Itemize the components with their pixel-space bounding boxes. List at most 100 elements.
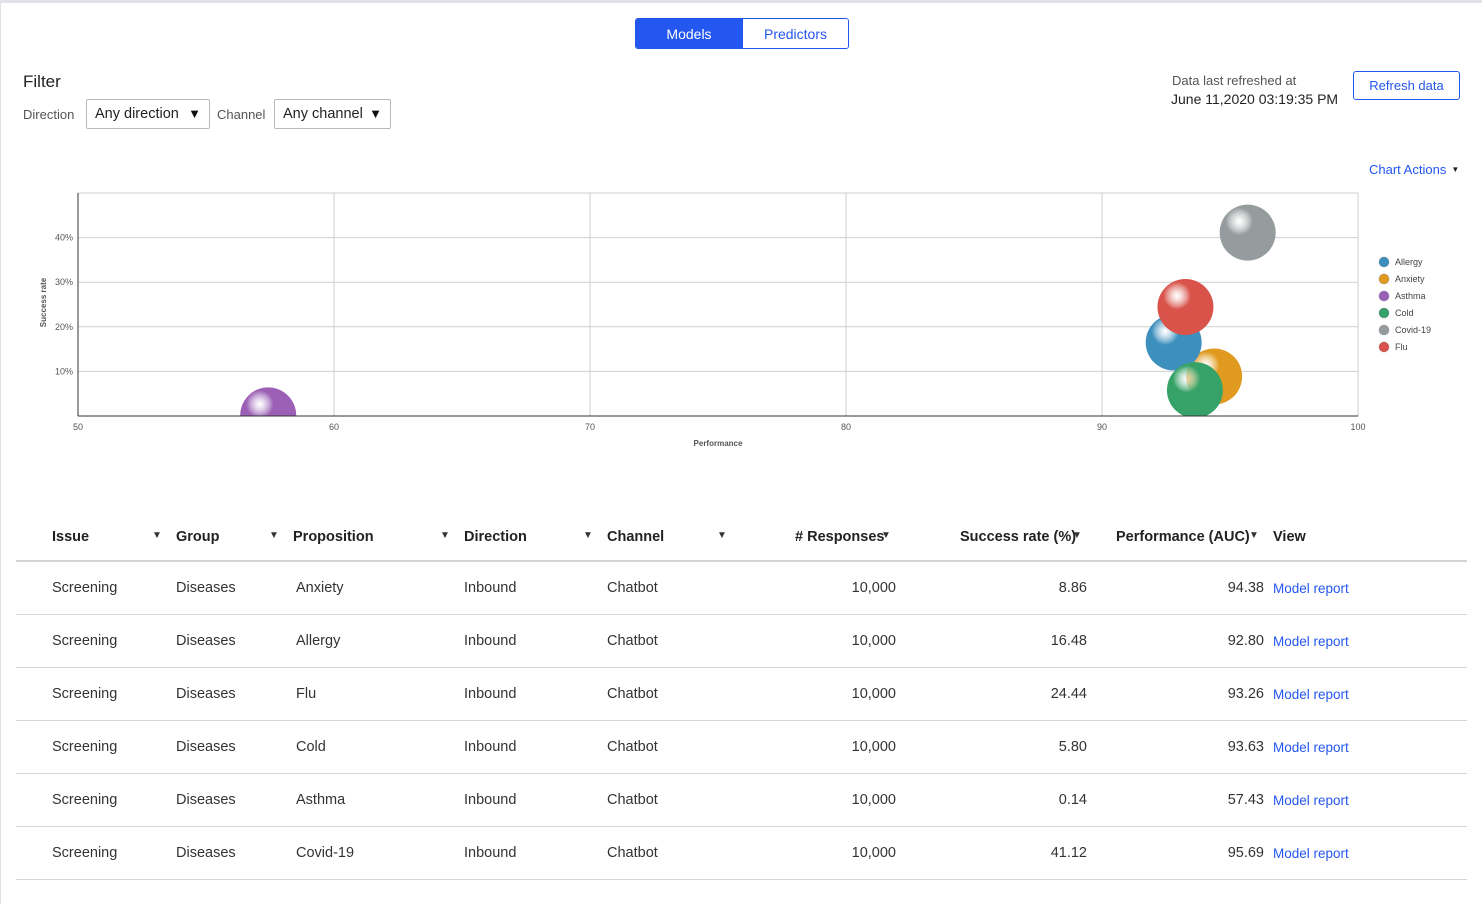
model-report-link[interactable]: Model report [1273, 634, 1349, 649]
filter-icon[interactable]: ▼ [1249, 530, 1259, 541]
refresh-timestamp: June 11,2020 03:19:35 PM [1171, 91, 1339, 107]
legend-label[interactable]: Flu [1395, 342, 1408, 352]
cell-responses: 10,000 [851, 739, 896, 755]
cell-direction: Inbound [464, 686, 517, 702]
y-tick-label: 30% [55, 277, 73, 287]
bubble-covid-19[interactable] [1219, 204, 1276, 261]
col-direction[interactable]: Direction [464, 529, 527, 545]
cell-responses: 10,000 [851, 580, 896, 596]
legend-label[interactable]: Allergy [1395, 257, 1423, 267]
legend-marker [1378, 341, 1390, 353]
filter-icon[interactable]: ▼ [152, 530, 162, 541]
cell-channel: Chatbot [607, 845, 658, 861]
cell-responses: 10,000 [851, 686, 896, 702]
col-channel[interactable]: Channel [607, 529, 665, 545]
x-tick-label: 80 [841, 422, 851, 432]
legend-marker [1378, 256, 1390, 268]
cell-proposition: Covid-19 [296, 845, 355, 861]
cell-performance: 92.80 [1227, 633, 1264, 649]
model-report-link[interactable]: Model report [1273, 740, 1349, 755]
cell-responses: 10,000 [851, 633, 896, 649]
col-performance[interactable]: Performance (AUC) [1116, 529, 1250, 545]
cell-proposition: Allergy [296, 633, 341, 649]
filter-icon[interactable]: ▼ [440, 530, 450, 541]
col-group[interactable]: Group [176, 529, 220, 545]
model-report-link[interactable]: Model report [1273, 793, 1349, 808]
x-tick-label: 50 [73, 422, 83, 432]
filter-title: Filter [23, 72, 61, 91]
view-toggle: Models Predictors [635, 18, 849, 49]
filter-icon[interactable]: ▼ [583, 530, 593, 541]
filter-icon[interactable]: ▼ [717, 530, 727, 541]
col-responses[interactable]: # Responses [795, 529, 885, 545]
filter-icon[interactable]: ▼ [881, 530, 891, 541]
chart-legend: Allergy Anxiety Asthma Cold Covid-19 Flu [1378, 256, 1431, 353]
bubble-chart: 50 60 70 80 90 100 10% 20% 30% 40% Performance Succ… [39, 192, 1431, 448]
cell-proposition: Flu [296, 686, 317, 702]
legend-marker [1378, 307, 1390, 319]
cell-channel: Chatbot [607, 633, 658, 649]
model-report-link[interactable]: Model report [1273, 581, 1349, 596]
refresh-data-button[interactable]: Refresh data [1353, 71, 1460, 100]
col-success-rate[interactable]: Success rate (%) [960, 529, 1077, 545]
channel-value: Any channel [283, 106, 363, 122]
y-axis-title: Success rate [39, 277, 48, 327]
model-report-link[interactable]: Model report [1273, 846, 1349, 861]
filter-icon[interactable]: ▼ [1072, 530, 1082, 541]
filter-icon[interactable]: ▼ [269, 530, 279, 541]
cell-performance: 93.63 [1227, 739, 1264, 755]
chart-bubbles [240, 204, 1276, 443]
chart-actions-menu[interactable]: Chart Actions ▼ [1369, 162, 1459, 177]
cell-issue: Screening [52, 633, 118, 649]
table-row: Screening Diseases Asthma Inbound Chatbot 10,… [16, 774, 1467, 827]
direction-label: Direction [23, 107, 75, 122]
channel-label: Channel [217, 107, 266, 122]
cell-issue: Screening [52, 739, 118, 755]
cell-channel: Chatbot [607, 792, 658, 808]
bubble-cold[interactable] [1166, 362, 1223, 418]
legend-marker [1378, 324, 1390, 336]
cell-direction: Inbound [464, 580, 517, 596]
bubble-asthma[interactable] [240, 387, 297, 443]
cell-issue: Screening [52, 686, 118, 702]
cell-issue: Screening [52, 845, 118, 861]
model-report-link[interactable]: Model report [1273, 687, 1349, 702]
y-tick-label: 10% [55, 366, 73, 376]
caret-down-icon: ▼ [1451, 165, 1460, 174]
bubble-flu[interactable] [1157, 278, 1214, 335]
cell-success-rate: 8.86 [1058, 580, 1087, 596]
cell-performance: 94.38 [1227, 580, 1264, 596]
cell-performance: 93.26 [1227, 686, 1264, 702]
table-body: Screening Diseases Anxiety Inbound Chatbot 10… [16, 562, 1467, 880]
cell-group: Diseases [176, 739, 236, 755]
cell-performance: 57.43 [1227, 792, 1264, 808]
chart-axes: 50 60 70 80 90 100 10% 20% 30% 40% Performance Succ… [39, 193, 1366, 448]
col-view: View [1273, 529, 1306, 545]
x-tick-label: 100 [1350, 422, 1365, 432]
cell-group: Diseases [176, 686, 236, 702]
legend-label[interactable]: Covid-19 [1395, 325, 1431, 335]
predictors-tab[interactable]: Predictors [742, 19, 848, 48]
chart-grid [77, 192, 1359, 417]
legend-label[interactable]: Anxiety [1395, 274, 1425, 284]
cell-direction: Inbound [464, 633, 517, 649]
direction-dropdown[interactable]: Any direction ▼ [86, 99, 210, 129]
cell-success-rate: 5.80 [1058, 739, 1087, 755]
legend-label[interactable]: Asthma [1395, 291, 1426, 301]
x-axis-title: Performance [694, 439, 743, 448]
y-tick-label: 20% [55, 322, 73, 332]
legend-label[interactable]: Cold [1395, 308, 1414, 318]
table-row: Screening Diseases Anxiety Inbound Chatbot 10… [16, 562, 1467, 615]
top-border [0, 0, 1482, 3]
models-tab[interactable]: Models [636, 19, 742, 48]
cell-performance: 95.69 [1227, 845, 1264, 861]
direction-value: Any direction [95, 106, 179, 122]
cell-channel: Chatbot [607, 686, 658, 702]
channel-dropdown[interactable]: Any channel ▼ [274, 99, 391, 129]
cell-proposition: Anxiety [296, 580, 344, 596]
col-issue[interactable]: Issue [52, 529, 90, 545]
caret-down-icon: ▼ [188, 106, 201, 121]
table-header: Issue ▼ Group ▼ Proposition ▼ Direction … [16, 514, 1467, 562]
cell-group: Diseases [176, 633, 236, 649]
col-proposition[interactable]: Proposition [293, 529, 374, 545]
